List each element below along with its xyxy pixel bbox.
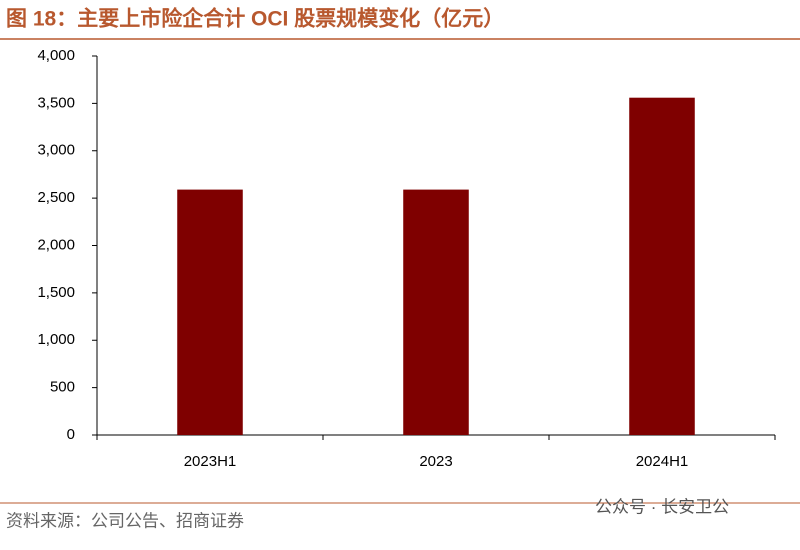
y-tick-label: 2,500 bbox=[37, 189, 75, 206]
y-tick-label: 1,000 bbox=[37, 331, 75, 348]
watermark: 公众号 · 长安卫公 bbox=[595, 497, 729, 516]
y-tick-label: 1,500 bbox=[37, 284, 75, 301]
chart-title: 图 18：主要上市险企合计 OCI 股票规模变化（亿元） bbox=[6, 7, 504, 31]
x-tick-label: 2023H1 bbox=[184, 453, 237, 470]
y-tick-label: 500 bbox=[50, 379, 75, 396]
x-tick-label: 2024H1 bbox=[636, 453, 689, 470]
y-tick-label: 0 bbox=[67, 426, 75, 443]
y-tick-label: 2,000 bbox=[37, 236, 75, 253]
x-tick-label: 2023 bbox=[419, 453, 452, 470]
y-tick-label: 4,000 bbox=[37, 47, 75, 64]
source-note: 资料来源：公司公告、招商证券 bbox=[6, 511, 244, 530]
bar bbox=[403, 189, 469, 435]
y-tick-label: 3,000 bbox=[37, 142, 75, 159]
bar bbox=[177, 189, 243, 435]
y-tick-label: 3,500 bbox=[37, 94, 75, 111]
bar bbox=[629, 97, 695, 435]
